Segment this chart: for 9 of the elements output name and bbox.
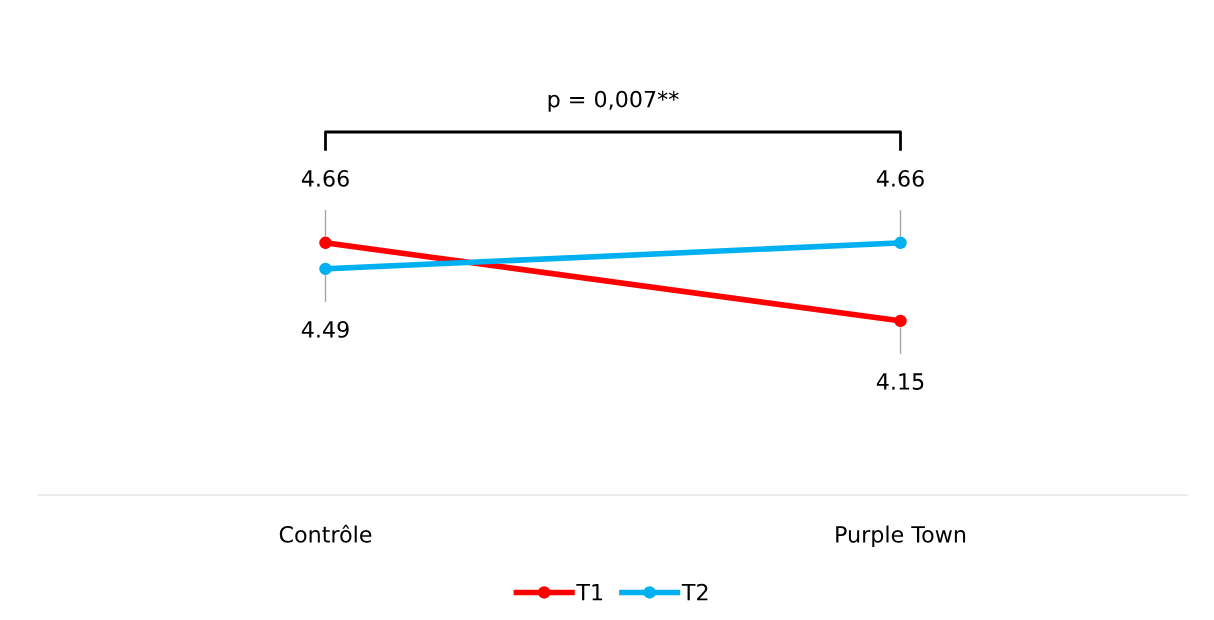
data-label: 4.15 [876,373,924,390]
data-label: 4.66 [301,170,349,187]
legend-label: T1 [576,584,603,601]
text: p = 0,007** [548,90,679,112]
legend-label: T2 [681,583,708,601]
x-tick-label: Contrôle [279,524,372,543]
data-label: 4.66 [876,170,924,187]
x-tick-label: Purple Town [836,525,966,548]
data-label: 4.49 [301,321,349,338]
